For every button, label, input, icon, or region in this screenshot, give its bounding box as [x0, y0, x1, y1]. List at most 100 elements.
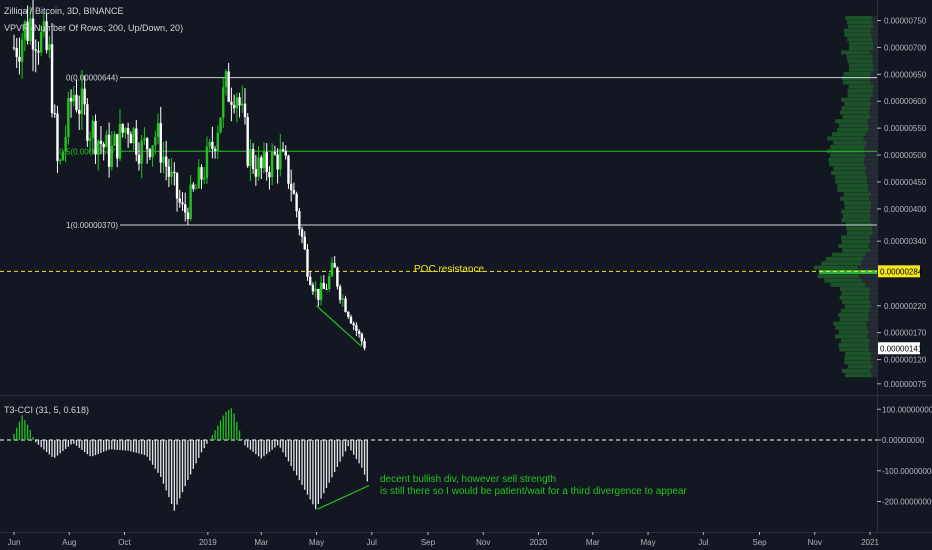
time-tick-label: 2020 [530, 538, 548, 547]
candle-body [72, 94, 75, 102]
vpvr-down-bar [869, 209, 877, 214]
candle-body [322, 282, 325, 289]
vpvr-up-bar [846, 226, 873, 231]
candle-body [295, 193, 298, 212]
vpvr-down-bar [865, 170, 877, 175]
candle-body [18, 56, 21, 62]
candle-body [211, 141, 214, 149]
vpvr-up-bar [835, 179, 868, 184]
vpvr-up-bar [818, 269, 860, 274]
time-tick-label: May [309, 538, 324, 547]
vpvr-down-bar [872, 37, 877, 42]
candle-body [352, 323, 355, 326]
vpvr-down-bar [871, 205, 877, 210]
candle-body [363, 341, 366, 349]
candle-body [341, 298, 345, 300]
candle-body [56, 113, 59, 162]
vpvr-up-bar [841, 50, 870, 55]
candle-body [270, 152, 274, 178]
vpvr-down-bar [873, 46, 877, 51]
vpvr-down-bar [866, 321, 877, 326]
candle-body [319, 282, 323, 300]
vpvr-up-bar [824, 278, 863, 283]
price-tick-label: 0.00000170 [884, 329, 927, 338]
vpvr-up-bar [833, 140, 867, 145]
divergence-lines [316, 305, 370, 510]
vpvr-up-bar [840, 308, 870, 313]
vpvr-down-bar [868, 312, 877, 317]
vpvr-down-bar [870, 213, 877, 218]
vpvr-down-bar [867, 179, 877, 184]
time-tick-label: Mar [586, 538, 600, 547]
vpvr-down-bar [864, 153, 877, 158]
candle-body [355, 325, 358, 332]
candle-body [29, 18, 32, 41]
candle-body [105, 134, 108, 148]
candle-body [216, 132, 220, 151]
price-tick-label: 0.00000120 [884, 356, 927, 365]
candle-body [219, 117, 222, 133]
candle-body [162, 156, 165, 163]
candle-body [238, 97, 241, 106]
vpvr-up-bar [837, 183, 869, 188]
candle-body [78, 110, 81, 114]
candle-body [97, 140, 100, 155]
time-tick-label: 2019 [199, 538, 217, 547]
vpvr-up-bar [842, 248, 871, 253]
candle-body [333, 262, 336, 268]
candle-body [311, 284, 315, 292]
vpvr-down-bar [869, 291, 877, 296]
vpvr-up-bar [841, 76, 871, 81]
candlesticks [12, 0, 366, 351]
vpvr-down-bar [862, 278, 877, 283]
candle-body [34, 49, 37, 51]
vpvr-down-bar [869, 196, 877, 201]
candle-body [284, 150, 287, 156]
candle-body [118, 124, 122, 159]
candle-body [213, 148, 217, 151]
cci-tick-label: -200.00000000 [882, 498, 932, 507]
price-tick-label: 0.00000750 [884, 17, 927, 26]
vpvr-up-bar [840, 338, 870, 343]
vpvr-down-bar [860, 261, 877, 266]
vpvr-down-bar [871, 71, 877, 76]
candle-body [279, 149, 282, 170]
vpvr-up-bar [842, 300, 871, 305]
price-axis: 0.00000750 0.00000700 0.00000650 0.00000600… [877, 17, 927, 389]
vpvr-down-bar [873, 63, 877, 68]
vpvr-up-bar [839, 295, 870, 300]
cci-axis: 100.00000000 0.00000000 -100.00000000 -200.… [877, 405, 932, 507]
candle-body [86, 104, 89, 141]
candle-body [287, 155, 290, 184]
vpvr-down-bar [865, 252, 877, 257]
candle-body [194, 188, 198, 190]
candle-body [208, 141, 211, 147]
candle-body [116, 134, 119, 159]
candle-body [61, 151, 65, 161]
price-divergence-line [316, 305, 363, 348]
candle-body [265, 152, 268, 173]
vpvr-up-bar [844, 356, 872, 361]
vpvr-up-bar [839, 317, 870, 322]
candle-body [251, 149, 255, 170]
vpvr-down-bar [869, 235, 877, 240]
candle-body [254, 169, 258, 177]
candle-body [12, 47, 16, 49]
vpvr-up-bar [837, 127, 869, 132]
vpvr-down-bar [868, 127, 877, 132]
vpvr-down-bar [870, 80, 877, 85]
vpvr-up-bar [842, 114, 871, 119]
vpvr-down-bar [863, 136, 877, 141]
time-tick-label: Sep [752, 538, 767, 547]
vpvr-up-bar [843, 71, 872, 76]
vpvr-up-bar [838, 330, 869, 335]
vpvr-down-bar [872, 231, 877, 236]
vpvr-down-bar [870, 368, 877, 373]
cci-tick-label: 100.00000000 [882, 405, 932, 414]
vpvr-down-bar [865, 132, 877, 137]
time-tick-label: Nov [808, 538, 822, 547]
vpvr-down-bar [872, 58, 877, 63]
candle-body [298, 211, 301, 230]
candle-body [235, 97, 239, 109]
